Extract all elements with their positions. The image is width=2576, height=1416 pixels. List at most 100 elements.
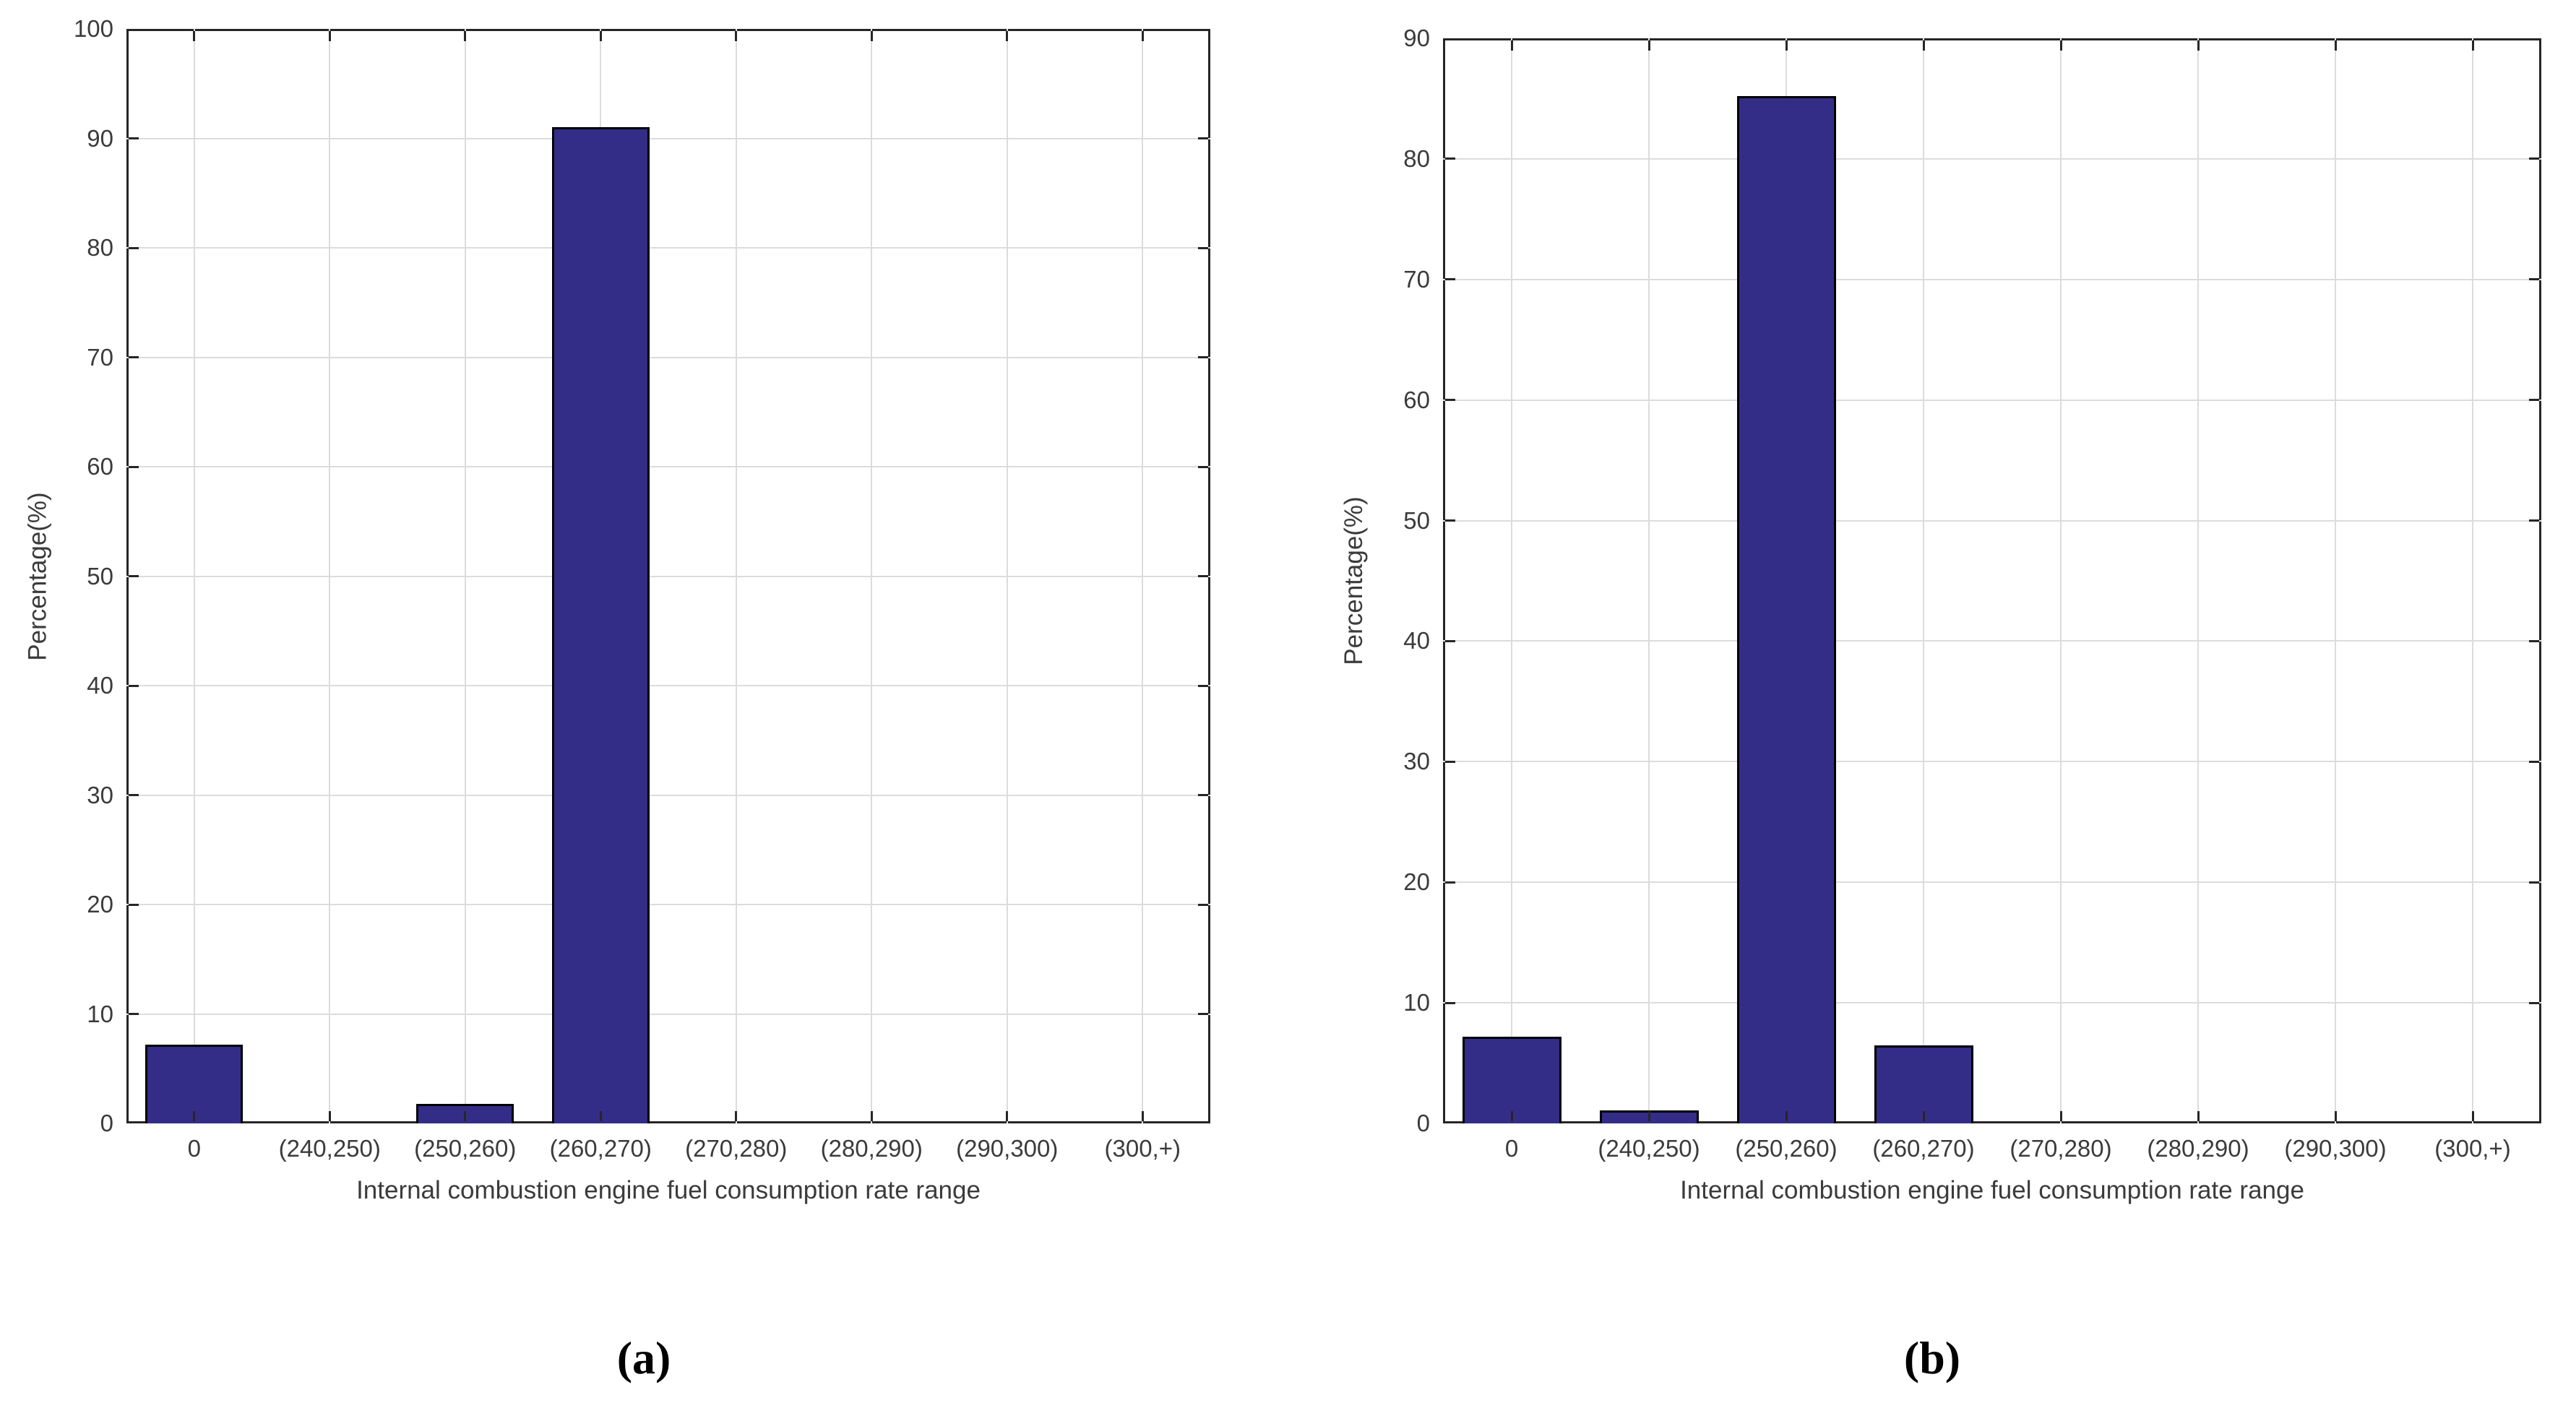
gridline-horizontal (126, 137, 1210, 139)
x-tick-label: (300,+) (1104, 1135, 1181, 1162)
x-tick-label: (250,260) (414, 1135, 517, 1162)
y-tick-label: 10 (1403, 989, 1430, 1016)
y-tick-label: 0 (100, 1110, 113, 1136)
gridline-horizontal (126, 466, 1210, 467)
y-tick-right (1198, 356, 1208, 358)
y-tick-label: 70 (1403, 265, 1430, 293)
y-tick-right (2529, 399, 2539, 402)
x-tick-bottom (735, 1111, 738, 1121)
y-tick-left (1445, 157, 1455, 160)
gridline-horizontal (1443, 1002, 2541, 1004)
x-tick-label: (280,290) (2147, 1135, 2249, 1162)
gridline-horizontal (1443, 761, 2541, 763)
y-tick-label: 0 (1416, 1110, 1430, 1136)
x-tick-top (1922, 40, 1925, 51)
y-tick-left (129, 903, 139, 906)
y-tick-left (129, 575, 139, 577)
gridline-horizontal (126, 1013, 1210, 1015)
gridline-vertical (1923, 38, 1924, 1123)
x-tick-label: (270,280) (685, 1135, 788, 1162)
x-tick-bottom (193, 1111, 196, 1121)
y-tick-left (1445, 1001, 1455, 1004)
x-tick-label: (250,260) (1735, 1135, 1838, 1162)
y-axis-label-b: Percentage(%) (1340, 496, 1368, 665)
gridline-vertical (1006, 29, 1008, 1123)
x-tick-top (2197, 40, 2200, 51)
x-tick-top (1006, 31, 1009, 41)
x-tick-label: (300,+) (2434, 1135, 2511, 1162)
y-tick-left (1445, 760, 1455, 763)
gridline-horizontal (126, 356, 1210, 358)
y-tick-label: 90 (1403, 25, 1430, 51)
y-tick-label: 40 (87, 672, 113, 699)
y-tick-label: 50 (1403, 506, 1430, 534)
gridline-horizontal (126, 904, 1210, 905)
x-tick-bottom (1141, 1111, 1144, 1121)
gridline-vertical (2197, 38, 2199, 1123)
y-tick-label: 40 (1403, 627, 1430, 655)
bar-0 (145, 1045, 243, 1123)
x-tick-label: (280,290) (820, 1135, 923, 1162)
x-tick-top (464, 31, 467, 41)
x-tick-top (2471, 40, 2474, 51)
gridline-vertical (1142, 29, 1144, 1123)
y-tick-left (1445, 881, 1455, 884)
x-tick-bottom (464, 1111, 467, 1121)
y-tick-left (129, 246, 139, 249)
y-tick-label: 20 (87, 891, 113, 918)
x-tick-top (1785, 40, 1788, 51)
x-tick-bottom (599, 1111, 602, 1121)
y-tick-right (2529, 1001, 2539, 1004)
x-tick-bottom (2197, 1111, 2200, 1121)
x-tick-bottom (870, 1111, 873, 1121)
y-tick-label: 30 (1403, 748, 1430, 775)
y-tick-label: 70 (87, 343, 113, 371)
y-tick-label: 80 (87, 234, 113, 261)
x-tick-label: (270,280) (2009, 1135, 2112, 1162)
x-tick-top (735, 31, 738, 41)
x-tick-bottom (2334, 1111, 2337, 1121)
gridline-vertical (1511, 38, 1512, 1123)
x-tick-bottom (1647, 1111, 1650, 1121)
y-tick-right (2529, 881, 2539, 884)
y-tick-left (129, 137, 139, 139)
y-tick-right (1198, 794, 1208, 796)
gridline-vertical (2335, 38, 2336, 1123)
caption-b: (b) (1903, 1332, 1961, 1383)
y-tick-left (129, 465, 139, 468)
y-tick-left (129, 356, 139, 358)
x-tick-bottom (1785, 1111, 1788, 1121)
gridline-horizontal (1443, 157, 2541, 160)
y-tick-right (1198, 246, 1208, 249)
y-tick-right (2529, 639, 2539, 642)
x-tick-bottom (2471, 1111, 2474, 1121)
y-tick-label: 10 (87, 1000, 113, 1027)
x-tick-bottom (1922, 1111, 1925, 1121)
caption-a: (a) (616, 1332, 671, 1383)
gridline-horizontal (1443, 399, 2541, 401)
gridline-horizontal (126, 794, 1210, 796)
gridline-horizontal (126, 575, 1210, 577)
y-tick-left (1445, 278, 1455, 281)
bar-0 (1463, 1037, 1561, 1123)
gridline-vertical (329, 29, 331, 1123)
x-tick-top (1141, 31, 1144, 41)
x-tick-bottom (328, 1111, 331, 1121)
gridline-horizontal (1443, 519, 2541, 522)
x-tick-top (1510, 40, 1513, 51)
x-tick-top (870, 31, 873, 41)
x-axis-label-b: Internal combustion engine fuel consumpt… (1680, 1176, 2304, 1204)
x-tick-label: (290,300) (956, 1135, 1059, 1162)
y-tick-right (1198, 465, 1208, 468)
x-axis-label-a: Internal combustion engine fuel consumpt… (356, 1176, 981, 1204)
x-tick-label: (240,250) (1598, 1135, 1700, 1162)
y-tick-right (1198, 575, 1208, 577)
x-tick-bottom (1006, 1111, 1009, 1121)
gridline-vertical (871, 29, 873, 1123)
y-tick-right (1198, 684, 1208, 687)
x-tick-bottom (2059, 1111, 2062, 1121)
x-tick-bottom (1510, 1111, 1513, 1121)
y-tick-right (1198, 137, 1208, 139)
gridline-horizontal (126, 685, 1210, 686)
